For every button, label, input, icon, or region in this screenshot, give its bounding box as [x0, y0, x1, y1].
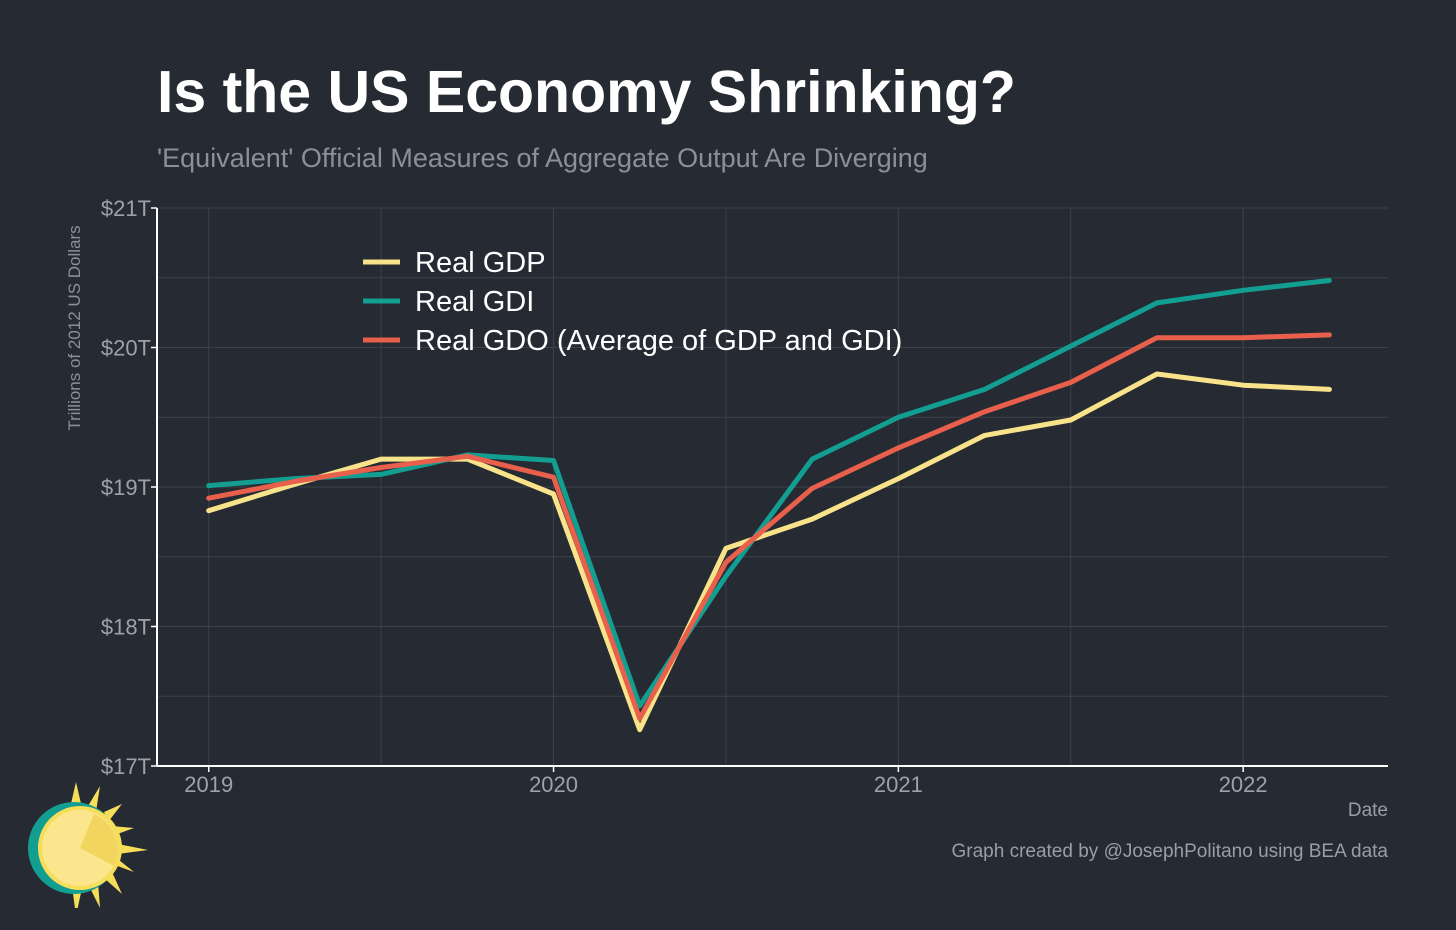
- series-lines: [206, 278, 1332, 733]
- x-axis-label: Date: [1347, 800, 1388, 821]
- y-tick-label: $18T: [101, 615, 151, 640]
- sun-logo-icon: [28, 782, 148, 908]
- x-tick-label: 2019: [184, 772, 233, 797]
- legend-label: Real GDI: [415, 286, 534, 318]
- series-line-3: [206, 332, 1332, 722]
- legend-label: Real GDO (Average of GDP and GDI): [415, 325, 902, 357]
- credit-text: Graph created by @JosephPolitano using B…: [951, 841, 1388, 862]
- y-tick-label: $17T: [101, 754, 151, 779]
- chart-subtitle: 'Equivalent' Official Measures of Aggreg…: [157, 143, 928, 173]
- y-tick-label: $21T: [101, 196, 151, 221]
- series-line-1: [206, 371, 1332, 733]
- x-tick-label: 2022: [1219, 772, 1268, 797]
- y-tick-label: $20T: [101, 336, 151, 361]
- y-tick-label: $19T: [101, 475, 151, 500]
- x-tick-label: 2020: [529, 772, 578, 797]
- grid: [157, 207, 1388, 766]
- series-line-2: [206, 278, 1332, 709]
- x-tick-label: 2021: [874, 772, 923, 797]
- legend: Real GDP Real GDI Real GDO (Average of GDP…: [363, 247, 902, 357]
- axes: $17T $18T $19T $20T $21T 2019 2020 2021 2022: [101, 196, 1388, 797]
- chart-title: Is the US Economy Shrinking?: [157, 59, 1016, 125]
- legend-label: Real GDP: [415, 247, 546, 279]
